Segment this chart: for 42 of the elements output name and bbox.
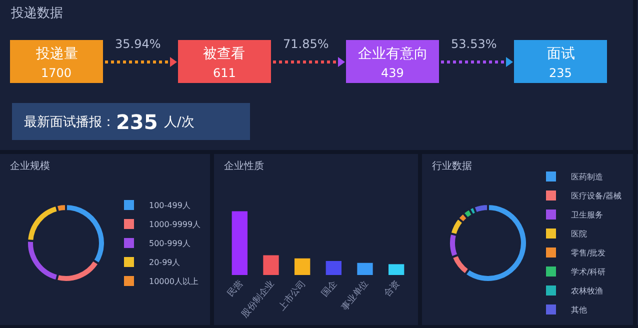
legend-label: 100-499人 xyxy=(149,201,190,210)
legend-label: 学术/科研 xyxy=(571,268,606,277)
text: 35.94% xyxy=(115,37,161,51)
legend-label: 10000人以上 xyxy=(149,277,198,286)
text: 235 xyxy=(116,110,158,134)
bar xyxy=(326,260,342,275)
text: 最新面试播报： xyxy=(24,115,115,130)
text: 71.85% xyxy=(283,37,329,51)
bar xyxy=(232,211,248,275)
data-label: 611 xyxy=(213,66,236,80)
legend-label: 医药制造 xyxy=(571,172,603,182)
legend-label: 20-99人 xyxy=(149,258,180,268)
x-tick-label: 事业单位 xyxy=(339,278,371,313)
x-tick-label: 上市公司 xyxy=(276,278,308,313)
legend-label: 1000-9999人 xyxy=(149,220,201,230)
category-label: 投递量 xyxy=(35,46,78,62)
chart-title: 行业数据 xyxy=(432,160,472,172)
category-label: 面试 xyxy=(547,46,575,62)
bar xyxy=(357,262,373,275)
legend-label: 农林牧渔 xyxy=(571,286,603,296)
bar xyxy=(263,255,279,275)
legend-label: 500-999人 xyxy=(149,239,190,248)
chart-title: 企业性质 xyxy=(224,160,264,172)
category-label: 企业有意向 xyxy=(358,46,428,62)
legend-label: 医院 xyxy=(571,230,587,239)
bar xyxy=(388,264,404,275)
x-tick-label: 民营 xyxy=(225,278,246,300)
legend-label: 其他 xyxy=(571,306,587,315)
bar xyxy=(294,258,310,275)
x-tick-label: 国企 xyxy=(319,278,340,300)
legend-label: 医疗设备/器械 xyxy=(571,192,622,201)
text: 投递数据 xyxy=(10,6,63,21)
data-label: 1700 xyxy=(41,66,72,80)
text: 人/次 xyxy=(164,115,194,130)
chart-title: 企业规模 xyxy=(10,160,50,172)
data-label: 235 xyxy=(549,66,572,80)
category-label: 被查看 xyxy=(203,46,245,62)
x-tick-label: 合资 xyxy=(382,278,402,300)
text: 53.53% xyxy=(451,37,497,51)
legend-label: 卫生服务 xyxy=(571,210,603,220)
data-label: 439 xyxy=(381,66,404,80)
legend-label: 零售/批发 xyxy=(571,248,606,258)
